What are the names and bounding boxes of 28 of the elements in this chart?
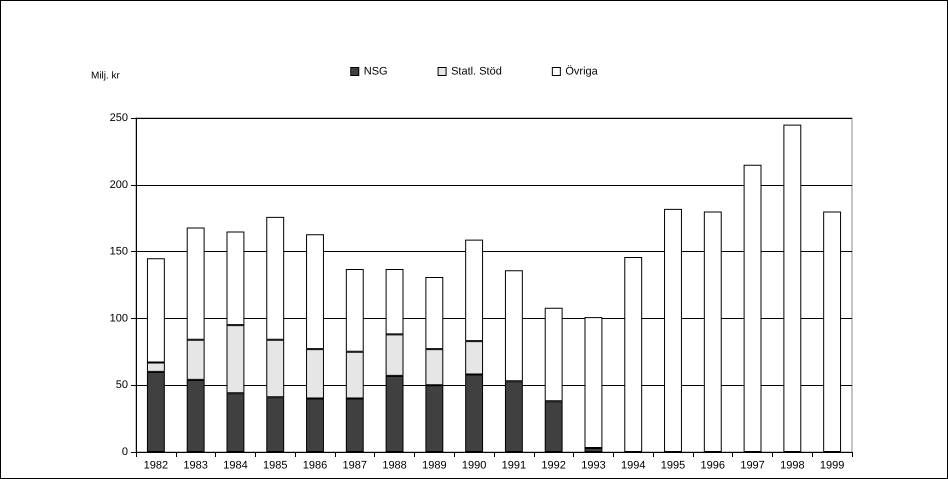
x-tick-label: 1998 — [780, 460, 805, 472]
y-tick-label: 250 — [110, 112, 128, 124]
x-tick-label: 1994 — [620, 460, 646, 472]
x-tick-label: 1985 — [262, 460, 288, 472]
y-axis-title: Milj. kr — [91, 70, 121, 82]
x-tick-label: 1982 — [144, 460, 168, 472]
y-tick-label: 100 — [110, 312, 128, 324]
x-tick-label: 1992 — [541, 460, 566, 472]
x-tick-label: 1993 — [581, 460, 606, 472]
y-tick-label: 0 — [122, 446, 128, 458]
x-tick-label: 1987 — [342, 460, 368, 472]
y-tick-label: 150 — [110, 246, 128, 258]
x-tick-label: 1990 — [462, 460, 486, 472]
x-tick-label: 1984 — [223, 460, 248, 472]
y-tick-label: 50 — [116, 379, 128, 392]
x-tick-label: 1983 — [183, 460, 208, 472]
y-tick-label: 200 — [110, 178, 128, 191]
x-tick-label: 1997 — [740, 460, 765, 472]
x-tick-label: 1996 — [700, 460, 726, 472]
x-tick-label: 1995 — [660, 460, 686, 472]
x-tick-label: 1988 — [382, 460, 407, 472]
legend-label: Statl. Stöd — [451, 66, 502, 78]
legend-label: NSG — [364, 66, 388, 78]
legend-label: Övriga — [565, 64, 599, 78]
x-tick-label: 1999 — [820, 460, 844, 472]
x-tick-label: 1989 — [422, 460, 447, 472]
x-tick-label: 1986 — [302, 460, 328, 472]
x-tick-label: 1991 — [502, 460, 526, 472]
